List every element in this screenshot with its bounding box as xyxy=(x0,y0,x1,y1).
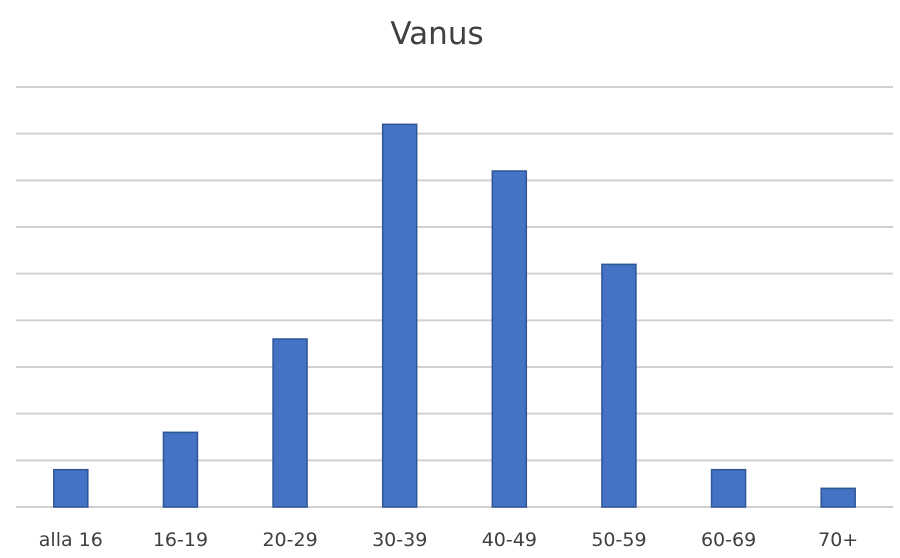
x-tick-label: alla 16 xyxy=(39,529,103,551)
x-tick-label: 50-59 xyxy=(591,529,646,551)
bar-alla-16 xyxy=(53,468,89,508)
x-tick-label: 16-19 xyxy=(153,529,208,551)
x-tick-label: 30-39 xyxy=(372,529,427,551)
bar-30-39 xyxy=(381,123,418,508)
bar-40-49 xyxy=(491,170,528,508)
x-tick-label: 40-49 xyxy=(482,529,537,551)
bar-70- xyxy=(820,487,856,508)
bar-16-19 xyxy=(162,431,199,508)
bar-20-29 xyxy=(272,338,308,508)
gridlines xyxy=(16,86,893,508)
bar-60-69 xyxy=(710,468,747,508)
x-tick-label: 20-29 xyxy=(262,529,317,551)
bar-50-59 xyxy=(601,263,637,508)
x-tick-label: 60-69 xyxy=(701,529,756,551)
chart-title: Vanus xyxy=(390,16,483,52)
x-axis-tick-labels: alla 16 16-19 20-29 30-39 40-49 50-59 60-69 70+ xyxy=(39,529,858,551)
x-tick-label: 70+ xyxy=(818,529,858,551)
bars xyxy=(53,123,856,508)
